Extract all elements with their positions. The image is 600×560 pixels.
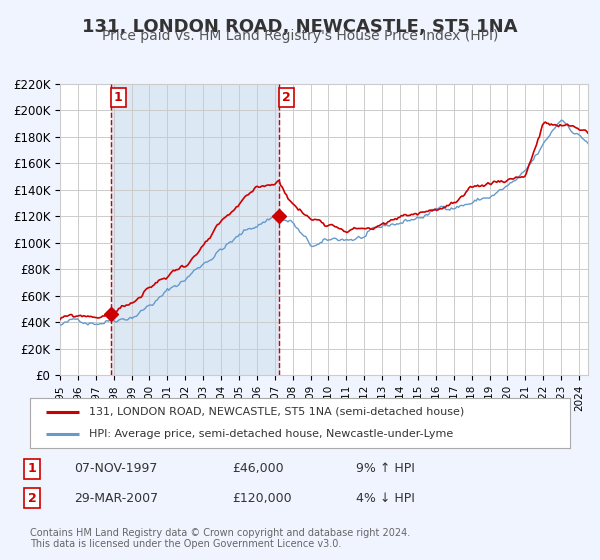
Text: Price paid vs. HM Land Registry's House Price Index (HPI): Price paid vs. HM Land Registry's House … — [102, 29, 498, 43]
Text: £46,000: £46,000 — [232, 462, 284, 475]
Text: 9% ↑ HPI: 9% ↑ HPI — [356, 462, 415, 475]
Text: £120,000: £120,000 — [232, 492, 292, 505]
Text: HPI: Average price, semi-detached house, Newcastle-under-Lyme: HPI: Average price, semi-detached house,… — [89, 429, 454, 439]
Text: 07-NOV-1997: 07-NOV-1997 — [74, 462, 158, 475]
Text: 4% ↓ HPI: 4% ↓ HPI — [356, 492, 415, 505]
Text: 131, LONDON ROAD, NEWCASTLE, ST5 1NA (semi-detached house): 131, LONDON ROAD, NEWCASTLE, ST5 1NA (se… — [89, 407, 464, 417]
Text: 29-MAR-2007: 29-MAR-2007 — [74, 492, 158, 505]
Text: 1: 1 — [28, 462, 37, 475]
Text: 131, LONDON ROAD, NEWCASTLE, ST5 1NA: 131, LONDON ROAD, NEWCASTLE, ST5 1NA — [82, 18, 518, 36]
Bar — [111, 84, 279, 375]
Text: 2: 2 — [28, 492, 37, 505]
Text: 1: 1 — [113, 91, 122, 104]
Text: Contains HM Land Registry data © Crown copyright and database right 2024.
This d: Contains HM Land Registry data © Crown c… — [30, 528, 410, 549]
Text: 2: 2 — [282, 91, 290, 104]
